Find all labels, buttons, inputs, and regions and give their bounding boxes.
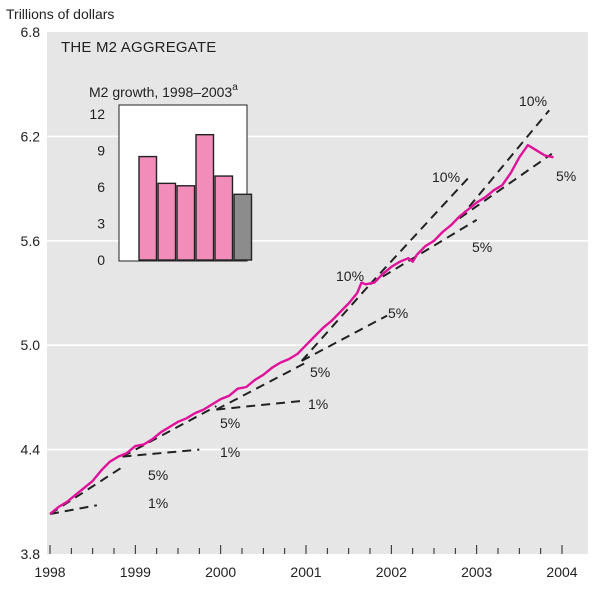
x-axis-labels: 1998 1999 2000 2001 2002 2003 2004: [34, 564, 577, 580]
trend-label: 5%: [556, 168, 576, 184]
trend-line-10pct: [369, 177, 469, 285]
inset-y-tick-label: 12: [89, 106, 105, 122]
trend-label: 1%: [148, 495, 168, 511]
x-tick-label: 2001: [290, 564, 321, 580]
trend-label: 1%: [220, 444, 240, 460]
x-tick-label: 2000: [205, 564, 236, 580]
inset-y-tick-label: 9: [97, 143, 105, 159]
inset-bar: [214, 175, 234, 261]
y-tick-label: 6.8: [21, 24, 41, 40]
trend-label: 10%: [519, 93, 547, 109]
trend-line-1pct: [49, 504, 98, 515]
trend-lines: [49, 109, 553, 515]
trend-line-10pct: [458, 109, 550, 219]
inset-bar-chart: M2 growth, 1998–2003a 0 3 6 9 12: [89, 82, 253, 268]
y-tick-label: 5.6: [21, 233, 41, 249]
m2-line: [49, 143, 554, 515]
inset-bar: [233, 193, 253, 261]
x-tick-label: 2002: [376, 564, 407, 580]
x-axis-ticks: [49, 545, 563, 554]
inset-bar: [176, 185, 196, 261]
inset-bar: [138, 155, 158, 261]
trend-label: 5%: [220, 415, 240, 431]
trend-label: 10%: [432, 169, 460, 185]
trend-label: 10%: [336, 268, 364, 284]
inset-title: M2 growth, 1998–2003a: [89, 82, 238, 100]
y-tick-label: 3.8: [21, 546, 41, 562]
m2-series: [49, 143, 554, 515]
trend-label: 5%: [310, 364, 330, 380]
trend-line-10pct: [300, 283, 371, 362]
inset-bars: [138, 133, 253, 261]
trend-line-5pct: [459, 152, 553, 220]
y-axis-labels: 3.8 4.4 5.0 5.6 6.2 6.8: [21, 24, 41, 562]
trend-line-1pct: [122, 448, 200, 458]
x-tick-label: 2003: [461, 564, 492, 580]
trend-labels: 1% 5% 1% 5% 1% 5% 5% 10% 10% 5% 10% 5%: [148, 93, 576, 511]
y-tick-label: 4.4: [21, 442, 41, 458]
trend-line-5pct: [301, 314, 388, 362]
x-tick-label: 1998: [34, 564, 65, 580]
trend-line-5pct: [122, 405, 217, 458]
x-tick-label: 1999: [120, 564, 151, 580]
inset-bar: [157, 182, 177, 261]
trend-line-5pct: [215, 361, 307, 411]
inset-y-tick-label: 6: [97, 179, 105, 195]
trend-label: 1%: [308, 396, 328, 412]
trend-label: 5%: [388, 305, 408, 321]
y-tick-label: 5.0: [21, 337, 41, 353]
inset-y-tick-label: 0: [97, 252, 105, 268]
trend-label: 5%: [472, 239, 492, 255]
y-tick-label: 6.2: [21, 128, 41, 144]
trend-line-5pct: [369, 219, 478, 286]
inset-y-axis-labels: 0 3 6 9 12: [89, 106, 105, 268]
trend-label: 5%: [148, 467, 168, 483]
chart-title: THE M2 AGGREGATE: [61, 39, 216, 56]
inset-y-tick-label: 3: [97, 216, 105, 232]
inset-bar: [195, 133, 215, 261]
y-unit-label: Trillions of dollars: [6, 6, 114, 22]
x-tick-label: 2004: [546, 564, 577, 580]
